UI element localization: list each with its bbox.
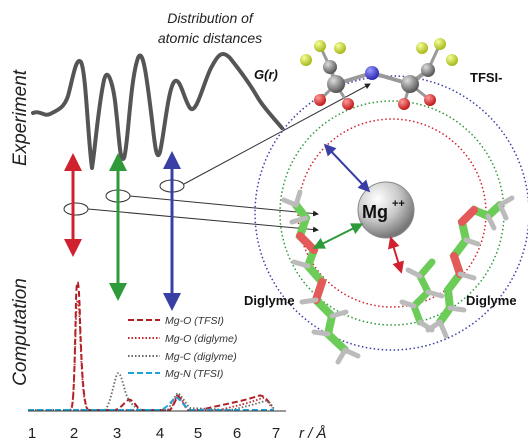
tick-label: 6: [233, 425, 241, 442]
x-tick-labels: 1 2 3 4 5 6 7: [28, 425, 280, 442]
diglyme-left-label: Diglyme: [244, 293, 295, 308]
mg-ion-sphere-icon: [357, 181, 415, 239]
diglyme-molecule-icon: [425, 195, 515, 339]
tick-label: 7: [272, 425, 280, 442]
tick-label: 1: [28, 425, 36, 442]
legend-label: Mg-O (TFSI): [165, 315, 224, 327]
curve-mg-n-tfsi: [28, 395, 274, 411]
tick-label: 3: [113, 425, 121, 442]
ellipse-marker-1: [63, 202, 89, 216]
outer-shell-circle: [254, 75, 528, 351]
green-distance-arrow: [312, 223, 364, 249]
legend-label: Mg-N (TFSI): [165, 368, 223, 380]
connector-line-3: [183, 83, 371, 185]
red-distance-arrow: [388, 236, 404, 274]
connector-line-1: [87, 208, 319, 233]
connector-line-2: [129, 195, 319, 217]
experiment-label: Experiment: [10, 69, 31, 166]
diglyme-right-label: Diglyme: [466, 293, 517, 308]
curve-mg-o-diglyme: [28, 299, 273, 411]
tick-label: 5: [194, 425, 202, 442]
tfsi-molecule-icon: [300, 38, 458, 110]
diglyme-chain-icon: [399, 258, 445, 333]
mg-ion-label: Mg: [362, 202, 388, 222]
legend-label: Mg-C (diglyme): [165, 351, 237, 363]
caption-line-1: Distribution of: [167, 10, 255, 26]
legend: Mg-O (TFSI) Mg-O (diglyme) Mg-C (diglyme…: [128, 315, 237, 380]
tfsi-label: TFSI-: [470, 70, 503, 85]
curve-mg-o-tfsi: [28, 281, 273, 411]
computed-rdf-curves: [28, 281, 275, 411]
caption-line-2: atomic distances: [158, 30, 262, 46]
gr-label: G(r): [254, 67, 278, 82]
diglyme-molecule-icon: [281, 189, 361, 365]
computation-label: Computation: [10, 278, 31, 386]
tick-label: 2: [70, 425, 78, 442]
legend-label: Mg-O (diglyme): [165, 333, 237, 345]
x-axis-label: r / Å: [299, 425, 327, 442]
mg-ion-charge: ++: [392, 198, 405, 210]
gr-curve: [31, 52, 284, 170]
tick-label: 4: [156, 425, 164, 442]
blue-distance-arrow: [323, 143, 371, 193]
curve-mg-c-diglyme: [28, 372, 275, 411]
